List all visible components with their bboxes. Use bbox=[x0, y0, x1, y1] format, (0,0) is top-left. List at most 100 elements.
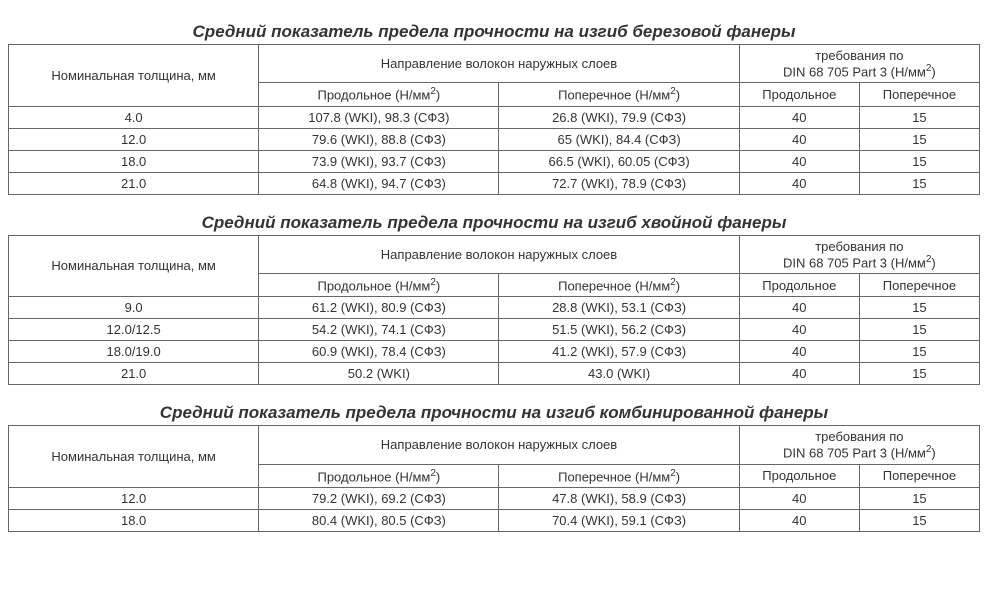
long-sup: 2 bbox=[430, 86, 436, 97]
cell-req_trans: 15 bbox=[859, 150, 979, 172]
trans-sup: 2 bbox=[670, 468, 676, 479]
cell-trans: 65 (WKI), 84.4 (СФЗ) bbox=[499, 128, 739, 150]
col-header-req-long: Продольное bbox=[739, 273, 859, 296]
table-row: 18.073.9 (WKI), 93.7 (СФЗ)66.5 (WKI), 60… bbox=[9, 150, 980, 172]
col-header-longitudinal: Продольное (Н/мм2) bbox=[259, 83, 499, 106]
req-sup: 2 bbox=[926, 254, 932, 265]
cell-nom: 12.0 bbox=[9, 128, 259, 150]
req-sup: 2 bbox=[926, 63, 932, 74]
cell-req_long: 40 bbox=[739, 509, 859, 531]
col-header-transverse: Поперечное (Н/мм2) bbox=[499, 83, 739, 106]
col-header-req-trans: Поперечное bbox=[859, 83, 979, 106]
col-header-req-long: Продольное bbox=[739, 464, 859, 487]
cell-req_trans: 15 bbox=[859, 363, 979, 385]
table-row: 12.079.2 (WKI), 69.2 (СФЗ)47.8 (WKI), 58… bbox=[9, 487, 980, 509]
table-title: Средний показатель предела прочности на … bbox=[8, 213, 980, 233]
cell-nom: 18.0 bbox=[9, 150, 259, 172]
long-label: Продольное (Н/мм bbox=[317, 88, 430, 103]
cell-req_long: 40 bbox=[739, 150, 859, 172]
cell-req_trans: 15 bbox=[859, 509, 979, 531]
trans-label: Поперечное (Н/мм bbox=[558, 469, 670, 484]
col-header-requirements: требования поDIN 68 705 Part 3 (Н/мм2) bbox=[739, 426, 979, 464]
cell-trans: 28.8 (WKI), 53.1 (СФЗ) bbox=[499, 297, 739, 319]
cell-req_long: 40 bbox=[739, 487, 859, 509]
cell-nom: 18.0/19.0 bbox=[9, 341, 259, 363]
req-line1: требования по bbox=[815, 48, 903, 63]
trans-sup: 2 bbox=[670, 277, 676, 288]
cell-req_trans: 15 bbox=[859, 341, 979, 363]
cell-nom: 21.0 bbox=[9, 363, 259, 385]
tables-root: Средний показатель предела прочности на … bbox=[8, 22, 980, 532]
table-row: 12.079.6 (WKI), 88.8 (СФЗ)65 (WKI), 84.4… bbox=[9, 128, 980, 150]
req-line1: требования по bbox=[815, 239, 903, 254]
cell-nom: 21.0 bbox=[9, 172, 259, 194]
cell-req_trans: 15 bbox=[859, 172, 979, 194]
table-row: 21.050.2 (WKI)43.0 (WKI)4015 bbox=[9, 363, 980, 385]
cell-long: 60.9 (WKI), 78.4 (СФЗ) bbox=[259, 341, 499, 363]
table-block: Средний показатель предела прочности на … bbox=[8, 213, 980, 386]
data-table: Номинальная толщина, ммНаправление волок… bbox=[8, 44, 980, 195]
cell-req_long: 40 bbox=[739, 172, 859, 194]
long-label: Продольное (Н/мм bbox=[317, 469, 430, 484]
col-header-direction: Направление волокон наружных слоев bbox=[259, 45, 739, 83]
long-label: Продольное (Н/мм bbox=[317, 278, 430, 293]
cell-long: 79.6 (WKI), 88.8 (СФЗ) bbox=[259, 128, 499, 150]
cell-trans: 26.8 (WKI), 79.9 (СФЗ) bbox=[499, 106, 739, 128]
cell-req_trans: 15 bbox=[859, 487, 979, 509]
cell-trans: 51.5 (WKI), 56.2 (СФЗ) bbox=[499, 319, 739, 341]
req-line2: DIN 68 705 Part 3 (Н/мм bbox=[783, 446, 926, 461]
cell-nom: 12.0/12.5 bbox=[9, 319, 259, 341]
col-header-transverse: Поперечное (Н/мм2) bbox=[499, 464, 739, 487]
col-header-direction: Направление волокон наружных слоев bbox=[259, 235, 739, 273]
col-header-longitudinal: Продольное (Н/мм2) bbox=[259, 273, 499, 296]
table-row: 18.0/19.060.9 (WKI), 78.4 (СФЗ)41.2 (WKI… bbox=[9, 341, 980, 363]
table-row: 9.061.2 (WKI), 80.9 (СФЗ)28.8 (WKI), 53.… bbox=[9, 297, 980, 319]
cell-trans: 43.0 (WKI) bbox=[499, 363, 739, 385]
col-header-longitudinal: Продольное (Н/мм2) bbox=[259, 464, 499, 487]
table-row: 4.0107.8 (WKI), 98.3 (СФЗ)26.8 (WKI), 79… bbox=[9, 106, 980, 128]
cell-long: 54.2 (WKI), 74.1 (СФЗ) bbox=[259, 319, 499, 341]
table-title: Средний показатель предела прочности на … bbox=[8, 403, 980, 423]
cell-req_trans: 15 bbox=[859, 297, 979, 319]
col-header-nominal: Номинальная толщина, мм bbox=[9, 45, 259, 107]
cell-long: 79.2 (WKI), 69.2 (СФЗ) bbox=[259, 487, 499, 509]
req-sup: 2 bbox=[926, 444, 932, 455]
req-line2: DIN 68 705 Part 3 (Н/мм bbox=[783, 64, 926, 79]
cell-long: 64.8 (WKI), 94.7 (СФЗ) bbox=[259, 172, 499, 194]
long-sup: 2 bbox=[430, 468, 436, 479]
cell-req_long: 40 bbox=[739, 106, 859, 128]
cell-req_trans: 15 bbox=[859, 319, 979, 341]
cell-long: 50.2 (WKI) bbox=[259, 363, 499, 385]
table-row: 21.064.8 (WKI), 94.7 (СФЗ)72.7 (WKI), 78… bbox=[9, 172, 980, 194]
table-title: Средний показатель предела прочности на … bbox=[8, 22, 980, 42]
cell-req_long: 40 bbox=[739, 297, 859, 319]
cell-trans: 66.5 (WKI), 60.05 (СФЗ) bbox=[499, 150, 739, 172]
col-header-direction: Направление волокон наружных слоев bbox=[259, 426, 739, 464]
col-header-req-long: Продольное bbox=[739, 83, 859, 106]
col-header-transverse: Поперечное (Н/мм2) bbox=[499, 273, 739, 296]
cell-long: 73.9 (WKI), 93.7 (СФЗ) bbox=[259, 150, 499, 172]
trans-sup: 2 bbox=[670, 86, 676, 97]
cell-req_long: 40 bbox=[739, 341, 859, 363]
cell-nom: 4.0 bbox=[9, 106, 259, 128]
cell-req_long: 40 bbox=[739, 319, 859, 341]
col-header-nominal: Номинальная толщина, мм bbox=[9, 426, 259, 488]
table-row: 18.080.4 (WKI), 80.5 (СФЗ)70.4 (WKI), 59… bbox=[9, 509, 980, 531]
col-header-requirements: требования поDIN 68 705 Part 3 (Н/мм2) bbox=[739, 235, 979, 273]
cell-trans: 47.8 (WKI), 58.9 (СФЗ) bbox=[499, 487, 739, 509]
cell-trans: 70.4 (WKI), 59.1 (СФЗ) bbox=[499, 509, 739, 531]
col-header-req-trans: Поперечное bbox=[859, 273, 979, 296]
trans-label: Поперечное (Н/мм bbox=[558, 278, 670, 293]
cell-req_long: 40 bbox=[739, 363, 859, 385]
table-block: Средний показатель предела прочности на … bbox=[8, 22, 980, 195]
req-line2: DIN 68 705 Part 3 (Н/мм bbox=[783, 255, 926, 270]
col-header-req-trans: Поперечное bbox=[859, 464, 979, 487]
data-table: Номинальная толщина, ммНаправление волок… bbox=[8, 235, 980, 386]
req-line1: требования по bbox=[815, 429, 903, 444]
cell-nom: 18.0 bbox=[9, 509, 259, 531]
cell-req_trans: 15 bbox=[859, 128, 979, 150]
data-table: Номинальная толщина, ммНаправление волок… bbox=[8, 425, 980, 532]
cell-long: 107.8 (WKI), 98.3 (СФЗ) bbox=[259, 106, 499, 128]
cell-trans: 72.7 (WKI), 78.9 (СФЗ) bbox=[499, 172, 739, 194]
cell-req_long: 40 bbox=[739, 128, 859, 150]
